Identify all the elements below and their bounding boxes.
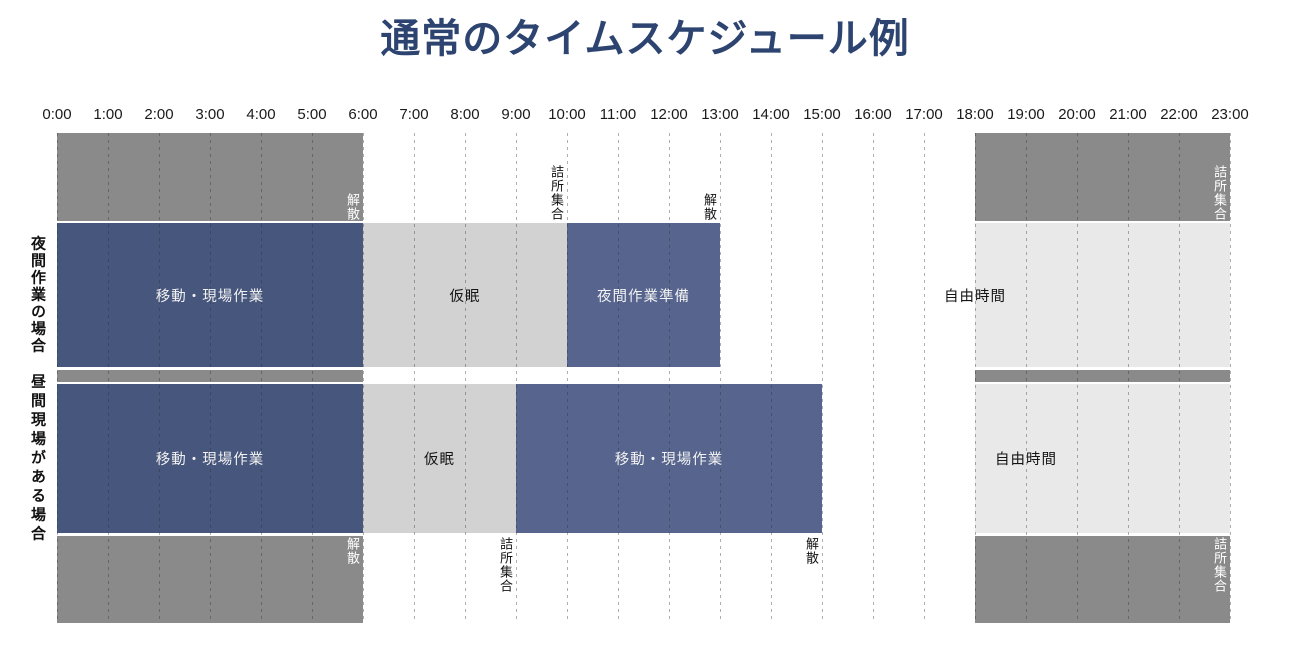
event-annotation: 詰所集合 (498, 537, 513, 593)
hour-gridline (1229, 133, 1231, 623)
hour-gridline (821, 133, 823, 623)
segment-work-mid (567, 223, 720, 367)
axis-tick-label: 1:00 (93, 106, 123, 123)
segment-free-unshaded (822, 384, 975, 533)
axis-tick-label: 2:00 (144, 106, 174, 123)
timeline-chart: 移動・現場作業 仮眠 夜間作業準備 自由時間 解散 詰所集合 解散 詰所集合 移動・現場作業 仮眠… (56, 133, 1231, 623)
figure-title: 通常のタイムスケジュール例 (380, 17, 910, 61)
axis-tick-label: 5:00 (297, 106, 327, 123)
axis-tick-label: 21:00 (1109, 106, 1147, 123)
row-label: 昼間現場がある場合 (29, 373, 46, 544)
axis-tick-label: 14:00 (752, 106, 790, 123)
event-annotation: 解散 (804, 537, 819, 565)
hour-gridline (464, 133, 466, 623)
axis-tick-label: 16:00 (854, 106, 892, 123)
row-label: 夜間作業の場合 (29, 235, 46, 355)
hour-gridline (668, 133, 670, 623)
event-annotation: 解散 (345, 193, 360, 221)
axis-tick-label: 4:00 (246, 106, 276, 123)
event-annotation: 解散 (702, 193, 717, 221)
hour-gridline (311, 133, 313, 623)
segment-free-shaded (975, 384, 1230, 533)
hour-gridline (872, 133, 874, 623)
axis-tick-label: 13:00 (701, 106, 739, 123)
axis-tick-label: 8:00 (450, 106, 480, 123)
hour-gridline (770, 133, 772, 623)
hour-gridline (260, 133, 262, 623)
hour-gridline (56, 133, 58, 623)
hour-gridline (1178, 133, 1180, 623)
night-shading-column (57, 133, 363, 623)
event-annotation: 詰所集合 (1212, 165, 1227, 221)
segment-free-unshaded (720, 223, 975, 367)
night-shading-column (975, 133, 1230, 623)
hour-gridline (107, 133, 109, 623)
axis-tick-label: 15:00 (803, 106, 841, 123)
hour-gridline (974, 133, 976, 623)
segment-nap (363, 223, 567, 367)
axis-tick-label: 22:00 (1160, 106, 1198, 123)
hour-gridline (566, 133, 568, 623)
axis-tick-label: 17:00 (905, 106, 943, 123)
hour-gridline (1127, 133, 1129, 623)
row-separator (57, 381, 1230, 384)
hour-gridline (1025, 133, 1027, 623)
segment-work-dark (57, 384, 363, 533)
hour-gridline (362, 133, 364, 623)
axis-tick-label: 20:00 (1058, 106, 1096, 123)
segment-free-shaded (975, 223, 1230, 367)
axis-tick-label: 12:00 (650, 106, 688, 123)
segment-work-mid (516, 384, 822, 533)
axis-tick-label: 10:00 (548, 106, 586, 123)
hour-gridline (413, 133, 415, 623)
axis-tick-label: 18:00 (956, 106, 994, 123)
row-separator (57, 220, 1230, 223)
hour-gridline (1076, 133, 1078, 623)
axis-tick-label: 19:00 (1007, 106, 1045, 123)
axis-tick-label: 0:00 (42, 106, 72, 123)
hour-gridline (209, 133, 211, 623)
hour-gridline (515, 133, 517, 623)
row-separator (57, 367, 1230, 370)
hour-gridline (158, 133, 160, 623)
axis-tick-label: 7:00 (399, 106, 429, 123)
hour-gridline (719, 133, 721, 623)
row-separator (57, 533, 1230, 536)
segment-nap (363, 384, 516, 533)
axis-tick-label: 23:00 (1211, 106, 1249, 123)
axis-tick-label: 9:00 (501, 106, 531, 123)
event-annotation: 詰所集合 (1212, 537, 1227, 593)
event-annotation: 解散 (345, 537, 360, 565)
axis-tick-label: 3:00 (195, 106, 225, 123)
axis-tick-label: 11:00 (599, 106, 637, 123)
event-annotation: 詰所集合 (549, 165, 564, 221)
segment-work-dark (57, 223, 363, 367)
axis-tick-label: 6:00 (348, 106, 378, 123)
hour-gridline (923, 133, 925, 623)
hour-gridline (617, 133, 619, 623)
